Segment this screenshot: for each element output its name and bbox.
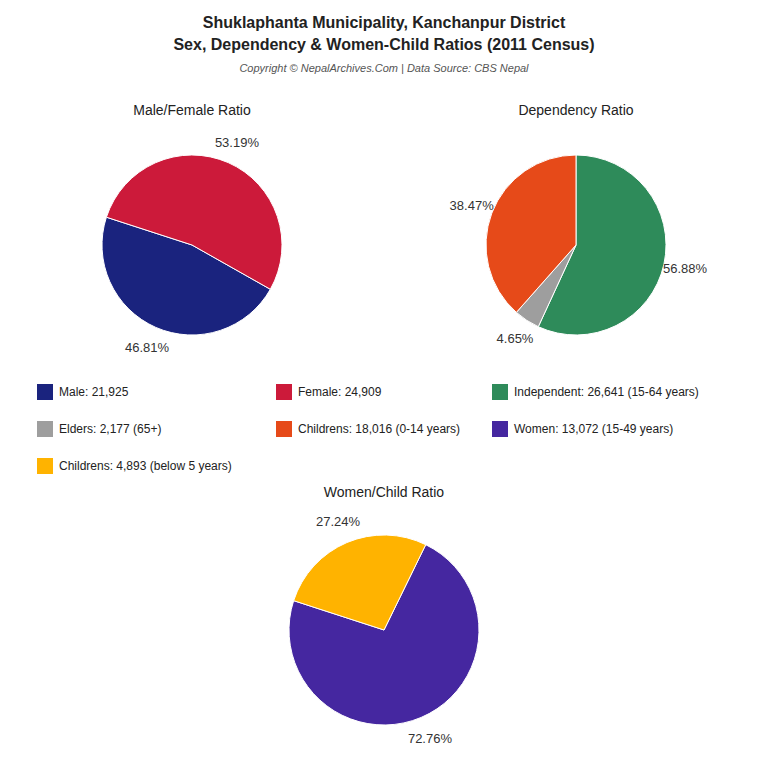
data-label: 72.76%: [408, 731, 453, 746]
legend-label: Male: 21,925: [59, 385, 129, 399]
pie-title: Women/Child Ratio: [324, 484, 445, 500]
legend-label: Childrens: 18,016 (0-14 years): [298, 422, 460, 436]
legend-swatch: [492, 421, 508, 437]
pie: 56.88% 4.65% 38.47%: [450, 155, 708, 346]
legend-label: Childrens: 4,893 (below 5 years): [59, 459, 232, 473]
chart-root: Shuklaphanta Municipality, Kanchanpur Di…: [0, 0, 768, 768]
pie-title: Dependency Ratio: [518, 102, 633, 118]
legend-swatch: [37, 421, 53, 437]
data-label: 46.81%: [125, 340, 170, 355]
pie: 72.76% 27.24%: [289, 514, 479, 746]
legend-swatch: [276, 384, 292, 400]
annotation: Copyright © NepalArchives.Com | Data Sou…: [239, 62, 529, 74]
legend-label: Independent: 26,641 (15-64 years): [514, 385, 699, 399]
legend-swatch: [492, 384, 508, 400]
title: Shuklaphanta Municipality, Kanchanpur Di…: [203, 14, 566, 31]
pie-slice: [106, 155, 282, 289]
pie-slice: [294, 535, 426, 630]
data-label: 38.47%: [450, 198, 495, 213]
legend-swatch: [276, 421, 292, 437]
legend-swatch: [37, 458, 53, 474]
pie: 46.81% 53.19%: [102, 135, 282, 354]
legend-label: Female: 24,909: [298, 385, 382, 399]
subtitle: Sex, Dependency & Women-Child Ratios (20…: [173, 36, 594, 53]
data-label: 27.24%: [316, 514, 361, 529]
legend-label: Women: 13,072 (15-49 years): [514, 422, 673, 436]
legend-swatch: [37, 384, 53, 400]
pie-slice: [486, 155, 576, 312]
legend: Male: 21,925 Female: 24,909 Independent: 2…: [37, 384, 699, 474]
data-label: 56.88%: [663, 261, 708, 276]
data-label: 53.19%: [215, 135, 260, 150]
data-label: 4.65%: [497, 331, 534, 346]
pie-title: Male/Female Ratio: [133, 102, 251, 118]
legend-label: Elders: 2,177 (65+): [59, 422, 161, 436]
